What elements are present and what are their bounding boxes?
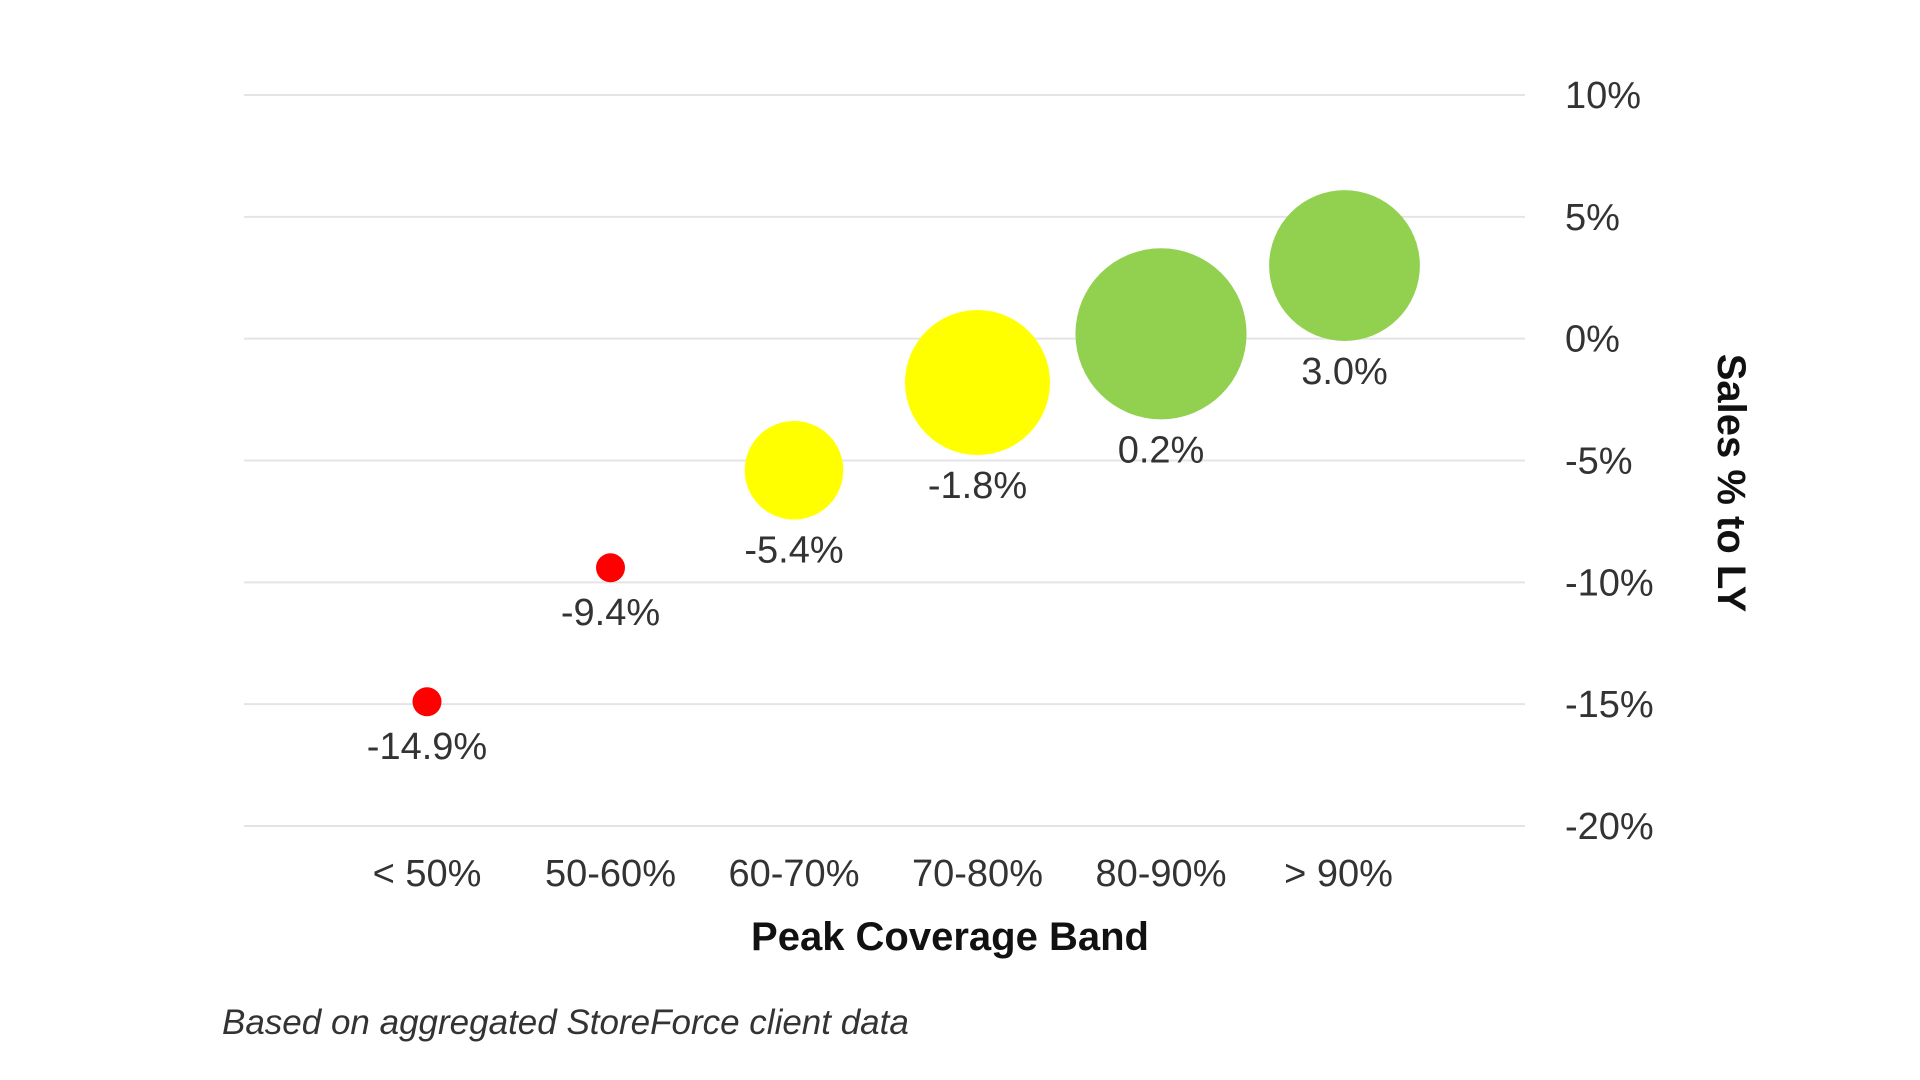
y-tick-label: 10% <box>1565 75 1641 117</box>
x-axis-title: Peak Coverage Band <box>751 915 1149 959</box>
bubble <box>1075 248 1247 420</box>
x-tick-label: 70-80% <box>912 853 1043 895</box>
x-tick-label: < 50% <box>373 853 482 895</box>
bubble <box>905 310 1050 456</box>
y-tick-label: -20% <box>1565 806 1654 848</box>
data-labels: -14.9% -9.4% -5.4% -1.8% 0.2% 3.0% <box>367 351 1388 768</box>
x-tick-label: > 90% <box>1284 853 1393 895</box>
bubbles <box>412 190 1420 717</box>
data-label: -14.9% <box>367 726 487 768</box>
bubble <box>1269 190 1420 341</box>
y-tick-label: 0% <box>1565 319 1620 361</box>
y-axis-ticks: 10% 5% 0% -5% -10% -15% -20% <box>1565 75 1654 848</box>
y-axis-title: Sales % to LY <box>1709 354 1753 613</box>
y-tick-label: -10% <box>1565 562 1654 604</box>
bubble <box>412 687 442 717</box>
x-tick-label: 80-90% <box>1096 853 1227 895</box>
data-label: -9.4% <box>561 592 660 634</box>
x-axis-ticks: < 50% 50-60% 60-70% 70-80% 80-90% > 90% <box>373 853 1393 895</box>
x-tick-label: 60-70% <box>729 853 860 895</box>
data-label: -1.8% <box>928 465 1027 507</box>
data-label: -5.4% <box>744 530 843 572</box>
y-tick-label: -5% <box>1565 441 1633 483</box>
y-tick-label: 5% <box>1565 197 1620 239</box>
y-tick-label: -15% <box>1565 684 1654 726</box>
bubble <box>744 420 844 520</box>
x-tick-label: 50-60% <box>545 853 676 895</box>
data-label: 0.2% <box>1118 429 1205 471</box>
footnote: Based on aggregated StoreForce client da… <box>222 1003 909 1042</box>
bubble <box>596 553 625 583</box>
grid-lines <box>244 94 1525 827</box>
data-label: 3.0% <box>1301 351 1388 393</box>
